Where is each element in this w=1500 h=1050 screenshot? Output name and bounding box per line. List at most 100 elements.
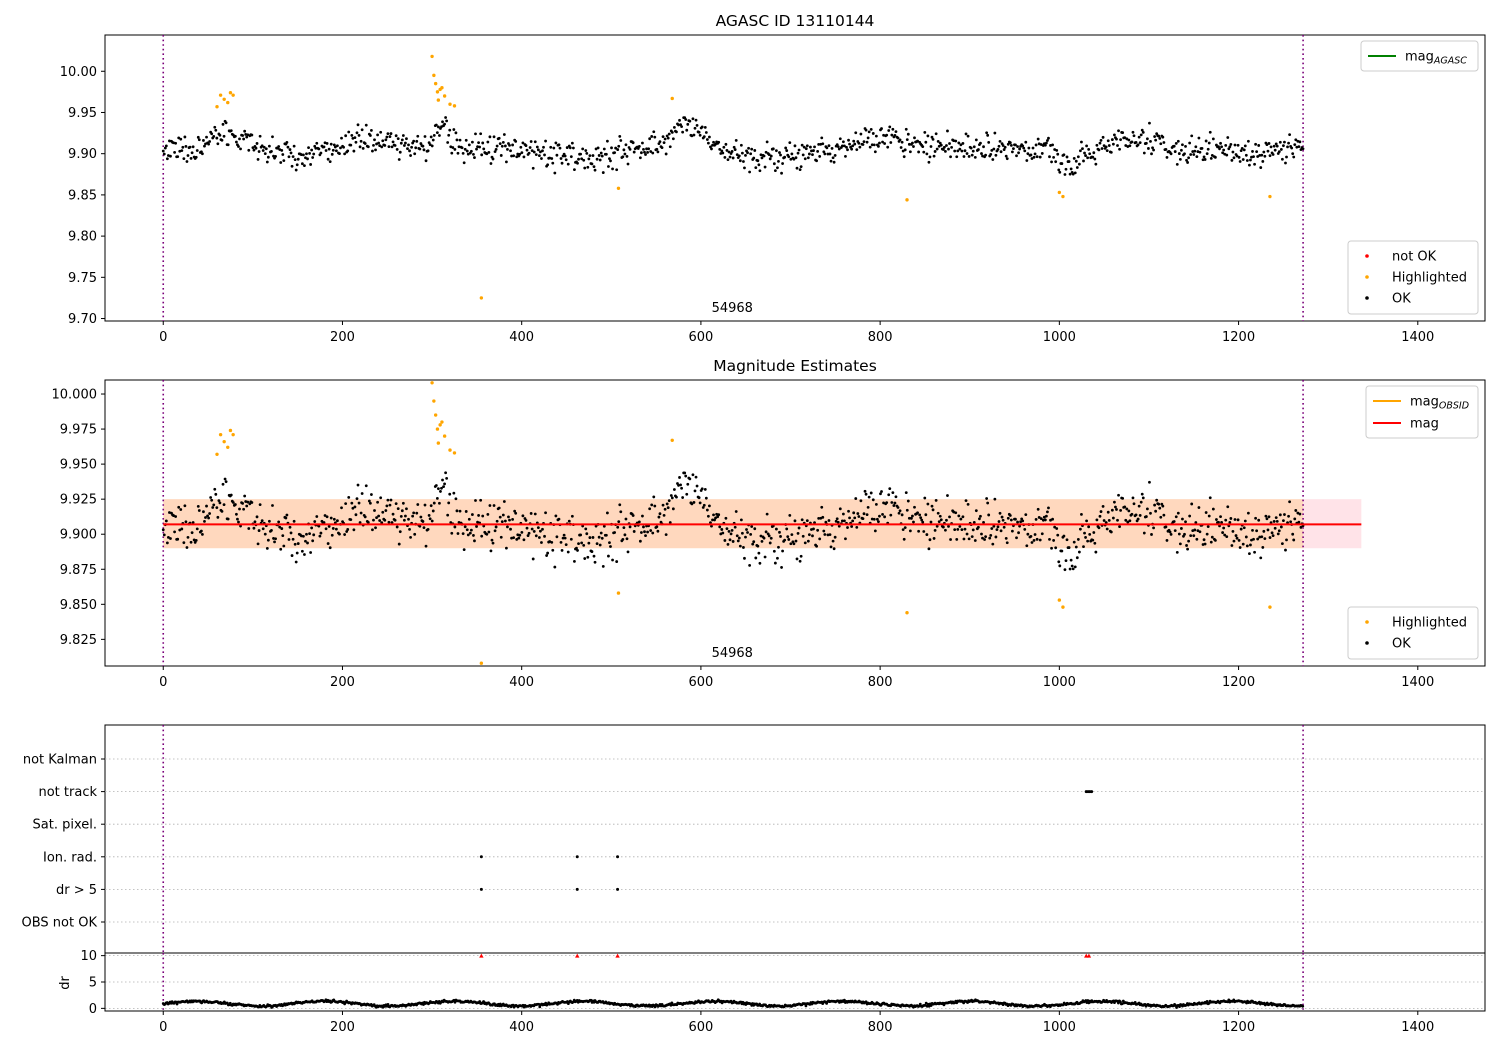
- mag-estimates-ok-point: [161, 528, 165, 532]
- mag-estimates-ok-point: [1045, 514, 1048, 518]
- mag-agasc-ok-point: [963, 149, 967, 153]
- mag-estimates-ok-point: [1177, 532, 1181, 536]
- mag-agasc-ok-point: [305, 152, 308, 156]
- mag-agasc-ok-point: [749, 152, 753, 156]
- mag-agasc-ok-point: [614, 146, 618, 150]
- mag-agasc-ok-point: [353, 136, 357, 140]
- mag-estimates-ok-point: [937, 520, 941, 524]
- mag-estimates-ok-point: [1030, 541, 1034, 544]
- mag-agasc-ok-point: [724, 142, 728, 146]
- mag-estimates-ok-point: [617, 520, 621, 524]
- mag-estimates-ok-point: [586, 555, 590, 559]
- mag-estimates-highlighted-point: [452, 451, 457, 455]
- mag-estimates-ok-point: [625, 537, 629, 541]
- mag-estimates-ok-point: [844, 537, 847, 541]
- dr-xtick-label: 1200: [1222, 1020, 1255, 1035]
- mag-estimates-ok-point: [971, 528, 975, 532]
- mag-estimates-ok-point: [461, 532, 465, 536]
- mag-estimates-ok-point: [441, 478, 444, 482]
- mag-estimates-ok-point: [807, 533, 811, 537]
- mag-agasc-ok-point: [871, 132, 875, 135]
- mag-estimates-ok-point: [1072, 540, 1076, 544]
- mag-agasc-ok-point: [191, 145, 195, 149]
- mag-agasc-ok-point: [347, 130, 351, 134]
- mag-agasc-ok-point: [1098, 141, 1102, 145]
- mag-estimates-ok-point: [1238, 546, 1242, 549]
- mag-agasc-ok-point: [1237, 155, 1241, 159]
- mag-estimates-ok-point: [1075, 556, 1079, 560]
- mag-estimates-ok-point: [424, 544, 428, 548]
- mag-agasc-ok-point: [328, 160, 332, 164]
- mag-agasc-points-legend: [1347, 240, 1479, 315]
- mag-estimates-ok-point: [505, 546, 508, 550]
- mag-estimates-ok-point: [1232, 539, 1236, 543]
- mag-agasc-ok-point: [982, 145, 985, 149]
- mag-estimates-ok-point: [391, 512, 395, 516]
- mag-agasc-ok-point: [894, 130, 898, 134]
- mag-agasc-ok-point: [527, 151, 531, 155]
- mag-agasc-ok-point: [1071, 172, 1075, 176]
- mag-agasc-ok-point: [771, 147, 775, 151]
- mag-estimates-ok-point: [929, 520, 933, 524]
- mag-estimates-ok-point: [1273, 526, 1277, 530]
- mag-estimates-ok-point: [336, 519, 339, 523]
- mag-agasc-ok-point: [183, 135, 187, 139]
- mag-estimates-ok-point: [381, 510, 385, 514]
- mag-agasc-ok-point: [588, 154, 592, 158]
- mag-agasc-ok-point: [779, 153, 782, 157]
- mag-estimates-ok-point: [263, 532, 267, 536]
- mag-estimates-title: Magnitude Estimates: [713, 357, 877, 375]
- mag-estimates-ok-point: [965, 532, 969, 536]
- dr-point: [1118, 1000, 1122, 1004]
- mag-agasc-ok-point: [949, 155, 952, 159]
- mag-estimates-ok-point: [445, 476, 449, 480]
- mag-estimates-ok-point: [973, 539, 977, 542]
- mag-agasc-ok-point: [331, 148, 335, 152]
- mag-estimates-ok-point: [818, 537, 822, 541]
- dr-xtick-label: 0: [159, 1020, 167, 1035]
- mag-agasc-ok-point: [174, 141, 178, 145]
- mag-agasc-ok-point: [752, 156, 756, 160]
- mag-estimates-ok-point: [1272, 520, 1276, 523]
- mag-estimates-ok-point: [560, 548, 564, 552]
- mag-agasc-ok-point: [326, 157, 330, 161]
- mag-agasc-ok-point: [924, 140, 928, 144]
- mag-estimates-ok-point: [453, 525, 457, 529]
- mag-estimates-ok-point: [827, 519, 831, 522]
- mag-agasc-ok-point: [911, 141, 914, 145]
- mag-agasc-ok-point: [185, 160, 189, 163]
- mag-agasc-ok-point: [1263, 154, 1267, 158]
- mag-agasc-ok-point: [1003, 145, 1007, 149]
- mag-agasc-ok-point: [1186, 161, 1189, 164]
- mag-estimates-ok-point: [494, 525, 498, 529]
- mag-agasc-ok-point: [569, 155, 573, 159]
- mag-estimates-ok-point: [1105, 527, 1109, 531]
- mag-estimates-ok-point: [1069, 558, 1073, 562]
- mag-estimates-ok-point: [1268, 536, 1272, 539]
- mag-agasc-ok-point: [177, 136, 181, 140]
- mag-estimates-highlighted-point: [440, 420, 444, 424]
- mag-agasc-ok-point: [435, 131, 439, 135]
- mag-agasc-ok-point: [280, 148, 284, 152]
- mag-agasc-ok-point: [267, 144, 271, 148]
- mag-estimates-ok-point: [671, 507, 675, 511]
- mag-agasc-xtick-label: 1000: [1043, 330, 1076, 345]
- mag-agasc-ok-point: [985, 131, 989, 135]
- mag-estimates-ok-point: [281, 534, 285, 538]
- mag-estimates-ok-point: [434, 484, 438, 487]
- mag-estimates-ok-point: [704, 496, 708, 500]
- mag-agasc-highlighted-point: [436, 98, 441, 102]
- mag-estimates-ok-point: [338, 532, 341, 536]
- flag-point: [479, 855, 483, 859]
- mag-estimates-ok-point: [492, 504, 496, 507]
- mag-estimates-ok-point: [467, 517, 471, 521]
- mag-estimates-ok-point: [310, 526, 314, 530]
- mag-agasc-ytick-label: 10.00: [60, 65, 97, 80]
- mag-agasc-ok-point: [1127, 138, 1131, 142]
- mag-agasc-ok-point: [1087, 147, 1091, 151]
- mag-agasc-ok-point: [557, 143, 561, 147]
- mag-agasc-ok-point: [823, 152, 827, 156]
- mag-estimates-ok-point: [644, 534, 647, 538]
- mag-estimates-ok-point: [748, 563, 752, 567]
- mag-estimates-ok-point: [506, 525, 509, 529]
